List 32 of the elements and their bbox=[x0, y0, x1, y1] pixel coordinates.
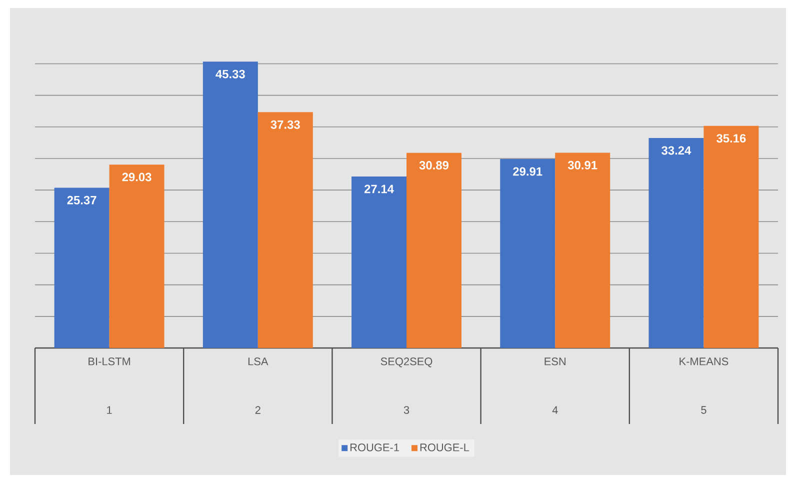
data-label: 30.89 bbox=[419, 161, 449, 170]
text: 4 bbox=[552, 406, 558, 414]
data-label: 45.33 bbox=[216, 70, 245, 78]
bar bbox=[648, 138, 704, 348]
x-tick-label: K-MEANS bbox=[680, 358, 728, 366]
x-tick-label: ESN bbox=[544, 358, 566, 366]
data-label: 35.16 bbox=[716, 134, 746, 143]
bar bbox=[555, 152, 610, 348]
data-label: 27.14 bbox=[364, 184, 394, 194]
x-tick-label: LSA bbox=[248, 358, 268, 366]
data-label: 37.33 bbox=[270, 120, 300, 129]
bar bbox=[704, 126, 759, 348]
bar bbox=[258, 112, 313, 348]
data-label: 29.91 bbox=[513, 167, 542, 176]
text: 1 bbox=[107, 406, 112, 414]
x-tick-label: SEQ2SEQ bbox=[380, 358, 432, 368]
bar bbox=[500, 159, 556, 348]
legend-label: ROUGE-L bbox=[420, 444, 470, 452]
bar bbox=[109, 164, 164, 348]
x-tick-label: BI-LSTM bbox=[88, 358, 130, 366]
legend-label: ROUGE-1 bbox=[350, 444, 399, 452]
data-label: 29.03 bbox=[122, 172, 152, 182]
text: 5 bbox=[701, 406, 706, 414]
data-label: 33.24 bbox=[662, 146, 692, 155]
text: 2 bbox=[255, 406, 260, 414]
bar bbox=[54, 188, 110, 348]
bar bbox=[202, 62, 258, 348]
bar bbox=[406, 152, 462, 348]
bar bbox=[352, 176, 407, 348]
data-label: 30.91 bbox=[568, 160, 598, 170]
text: 3 bbox=[404, 406, 410, 414]
data-label: 25.37 bbox=[67, 196, 96, 204]
